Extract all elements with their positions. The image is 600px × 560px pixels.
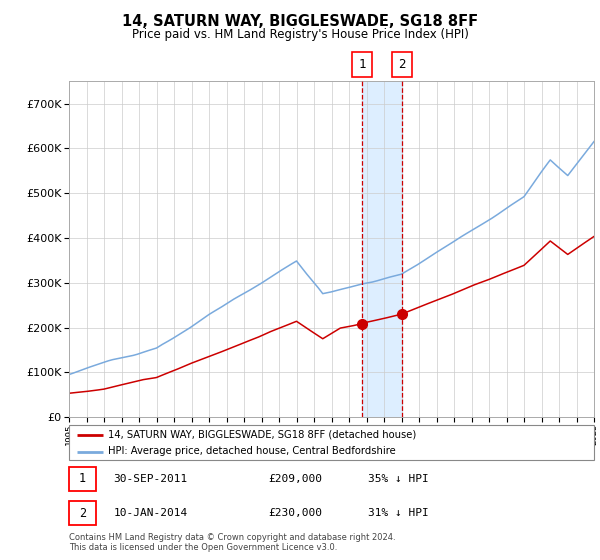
Text: 14, SATURN WAY, BIGGLESWADE, SG18 8FF: 14, SATURN WAY, BIGGLESWADE, SG18 8FF (122, 14, 478, 29)
Bar (362, 81, 402, 417)
Text: Contains HM Land Registry data © Crown copyright and database right 2024.: Contains HM Land Registry data © Crown c… (69, 533, 395, 542)
Text: 14, SATURN WAY, BIGGLESWADE, SG18 8FF (detached house): 14, SATURN WAY, BIGGLESWADE, SG18 8FF (d… (109, 430, 416, 440)
Text: 2: 2 (398, 58, 406, 71)
Text: HPI: Average price, detached house, Central Bedfordshire: HPI: Average price, detached house, Cent… (109, 446, 396, 456)
Bar (69, 501, 96, 525)
Text: This data is licensed under the Open Government Licence v3.0.: This data is licensed under the Open Gov… (69, 543, 337, 552)
Text: £209,000: £209,000 (269, 474, 323, 484)
Text: 1: 1 (358, 58, 366, 71)
Text: Price paid vs. HM Land Registry's House Price Index (HPI): Price paid vs. HM Land Registry's House … (131, 28, 469, 41)
Text: 1: 1 (79, 473, 86, 486)
Text: 31% ↓ HPI: 31% ↓ HPI (368, 508, 429, 518)
Text: £230,000: £230,000 (269, 508, 323, 518)
Text: 35% ↓ HPI: 35% ↓ HPI (368, 474, 429, 484)
FancyBboxPatch shape (392, 52, 412, 77)
Text: 10-JAN-2014: 10-JAN-2014 (113, 508, 188, 518)
FancyBboxPatch shape (352, 52, 372, 77)
Text: 30-SEP-2011: 30-SEP-2011 (113, 474, 188, 484)
Text: 2: 2 (79, 507, 86, 520)
Bar (69, 466, 96, 491)
